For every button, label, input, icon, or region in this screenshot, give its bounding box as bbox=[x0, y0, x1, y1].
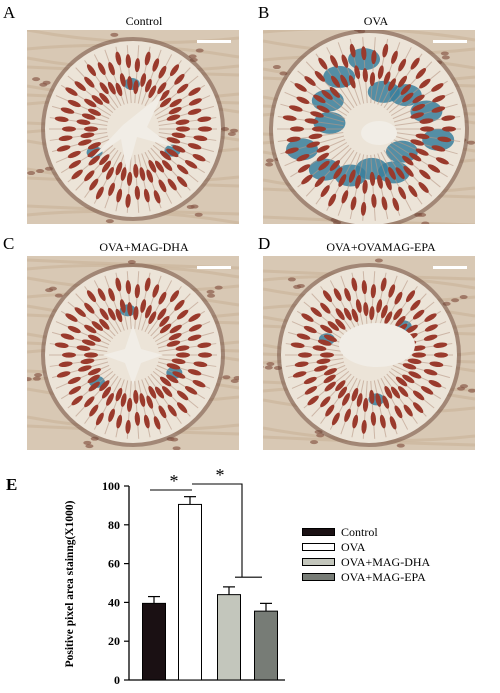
legend-label-control: Control bbox=[341, 525, 378, 539]
micrograph-ova-mag-epa bbox=[263, 256, 475, 450]
panel-title-ova-mag-epa: OVA+OVAMAG-EPA bbox=[326, 240, 436, 254]
panel-letter-b: B bbox=[258, 3, 270, 22]
panel-title-ova: OVA bbox=[363, 14, 389, 28]
panel-title-ova-mag-dha: OVA+MAG-DHA bbox=[99, 240, 189, 254]
y-tick-label: 40 bbox=[108, 595, 120, 609]
micrograph-control bbox=[27, 30, 239, 224]
micrograph-ova-mag-dha bbox=[27, 256, 239, 450]
y-tick-label: 20 bbox=[108, 634, 120, 648]
significance-star-1: * bbox=[170, 471, 179, 491]
legend-swatch-ova-mag-dha bbox=[302, 558, 335, 566]
y-tick-label: 60 bbox=[108, 557, 120, 571]
bar-chart: E Positive pixel area stainng(X1000) 0 20… bbox=[6, 465, 285, 687]
bar-ova-mag-dha bbox=[217, 594, 241, 681]
y-tick-label: 80 bbox=[108, 518, 120, 532]
y-tick-label: 100 bbox=[102, 479, 120, 493]
panel-letter-c: C bbox=[3, 234, 15, 253]
bar-ova bbox=[178, 503, 202, 681]
legend-swatch-ova bbox=[302, 543, 335, 551]
panel-title-control: Control bbox=[125, 14, 163, 28]
micrograph-ova bbox=[263, 30, 475, 224]
bar-ova-mag-epa bbox=[254, 610, 278, 681]
legend-swatch-ova-mag-epa bbox=[302, 573, 335, 581]
legend-swatch-control bbox=[302, 528, 335, 536]
y-axis-label: Positive pixel area stainng(X1000) bbox=[64, 500, 76, 667]
y-tick-label: 0 bbox=[114, 673, 120, 687]
panel-letter-e: E bbox=[6, 475, 17, 494]
legend-label-ova-mag-dha: OVA+MAG-DHA bbox=[341, 555, 431, 569]
significance-star-2: * bbox=[216, 465, 225, 485]
significance-bracket-2 bbox=[192, 483, 262, 578]
bar-control bbox=[142, 602, 166, 681]
panel-letter-d: D bbox=[258, 234, 271, 253]
legend-label-ova-mag-epa: OVA+MAG-EPA bbox=[341, 570, 426, 584]
panel-letter-a: A bbox=[3, 3, 16, 22]
legend-label-ova: OVA bbox=[341, 540, 366, 554]
